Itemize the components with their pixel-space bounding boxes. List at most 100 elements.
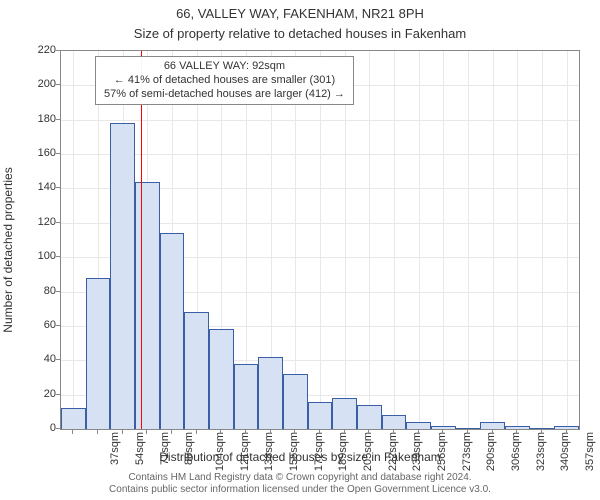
histogram-bar bbox=[234, 364, 259, 429]
histogram-bar bbox=[61, 408, 86, 429]
x-tick-label: 189sqm bbox=[337, 432, 349, 471]
x-tick-label: 273sqm bbox=[461, 432, 473, 471]
x-tick-label: 290sqm bbox=[485, 432, 497, 471]
x-tick-label: 239sqm bbox=[411, 432, 423, 471]
y-tick-mark bbox=[56, 153, 60, 154]
histogram-bar bbox=[209, 329, 234, 429]
x-tick-mark bbox=[393, 430, 394, 434]
y-tick-mark bbox=[56, 50, 60, 51]
x-tick-mark bbox=[171, 430, 172, 434]
x-tick-label: 340sqm bbox=[559, 432, 571, 471]
footer-line: Contains HM Land Registry data © Crown c… bbox=[0, 472, 600, 484]
y-tick-label: 180 bbox=[38, 113, 56, 125]
grid-line bbox=[542, 51, 543, 429]
x-tick-label: 138sqm bbox=[263, 432, 275, 471]
annotation-line: ← 41% of detached houses are smaller (30… bbox=[104, 74, 345, 88]
y-tick-label: 40 bbox=[44, 353, 56, 365]
chart-title-address: 66, VALLEY WAY, FAKENHAM, NR21 8PH bbox=[0, 6, 600, 21]
annotation-line: 57% of semi-detached houses are larger (… bbox=[104, 88, 345, 102]
x-tick-label: 71sqm bbox=[159, 432, 171, 465]
x-tick-label: 306sqm bbox=[510, 432, 522, 471]
y-tick-label: 20 bbox=[44, 388, 56, 400]
y-tick-mark bbox=[56, 359, 60, 360]
chart-title-subtitle: Size of property relative to detached ho… bbox=[0, 26, 600, 41]
x-tick-mark bbox=[245, 430, 246, 434]
y-tick-label: 80 bbox=[44, 285, 56, 297]
x-tick-label: 88sqm bbox=[183, 432, 195, 465]
x-tick-mark bbox=[541, 430, 542, 434]
histogram-bar bbox=[530, 428, 555, 429]
x-tick-mark bbox=[196, 430, 197, 434]
histogram-bar bbox=[456, 428, 481, 429]
grid-line bbox=[567, 51, 568, 429]
chart-footer: Contains HM Land Registry data © Crown c… bbox=[0, 472, 600, 496]
x-tick-mark bbox=[566, 430, 567, 434]
histogram-bar bbox=[554, 426, 579, 429]
x-tick-mark bbox=[220, 430, 221, 434]
x-tick-mark bbox=[492, 430, 493, 434]
histogram-bar bbox=[184, 312, 209, 429]
x-tick-mark bbox=[344, 430, 345, 434]
histogram-chart: 66, VALLEY WAY, FAKENHAM, NR21 8PH Size … bbox=[0, 0, 600, 500]
histogram-bar bbox=[406, 422, 431, 429]
x-tick-label: 104sqm bbox=[214, 432, 226, 471]
x-tick-label: 357sqm bbox=[584, 432, 596, 471]
grid-line bbox=[419, 51, 420, 429]
y-tick-mark bbox=[56, 222, 60, 223]
y-tick-label: 60 bbox=[44, 319, 56, 331]
annotation-line: 66 VALLEY WAY: 92sqm bbox=[104, 60, 345, 74]
y-tick-label: 200 bbox=[38, 78, 56, 90]
histogram-bar bbox=[308, 402, 333, 429]
x-tick-mark bbox=[368, 430, 369, 434]
histogram-bar bbox=[135, 182, 160, 429]
y-tick-label: 100 bbox=[38, 250, 56, 262]
y-tick-label: 120 bbox=[38, 216, 56, 228]
grid-line bbox=[493, 51, 494, 429]
x-tick-label: 121sqm bbox=[239, 432, 251, 471]
histogram-bar bbox=[382, 415, 407, 429]
y-tick-mark bbox=[56, 325, 60, 326]
x-tick-label: 37sqm bbox=[109, 432, 121, 465]
x-tick-label: 155sqm bbox=[288, 432, 300, 471]
y-tick-mark bbox=[56, 394, 60, 395]
grid-line bbox=[443, 51, 444, 429]
grid-line bbox=[517, 51, 518, 429]
histogram-bar bbox=[480, 422, 505, 429]
grid-line bbox=[345, 51, 346, 429]
y-tick-label: 140 bbox=[38, 181, 56, 193]
y-tick-mark bbox=[56, 84, 60, 85]
x-tick-mark bbox=[146, 430, 147, 434]
y-tick-mark bbox=[56, 256, 60, 257]
histogram-bar bbox=[258, 357, 283, 429]
histogram-bar bbox=[283, 374, 308, 429]
x-tick-mark bbox=[516, 430, 517, 434]
x-tick-mark bbox=[467, 430, 468, 434]
grid-line bbox=[320, 51, 321, 429]
histogram-bar bbox=[505, 426, 530, 429]
x-tick-label: 54sqm bbox=[134, 432, 146, 465]
annotation-box: 66 VALLEY WAY: 92sqm← 41% of detached ho… bbox=[95, 56, 354, 105]
y-tick-mark bbox=[56, 119, 60, 120]
y-tick-mark bbox=[56, 428, 60, 429]
x-tick-label: 323sqm bbox=[535, 432, 547, 471]
x-tick-mark bbox=[294, 430, 295, 434]
grid-line bbox=[468, 51, 469, 429]
histogram-bar bbox=[160, 233, 185, 429]
grid-line bbox=[295, 51, 296, 429]
x-tick-label: 205sqm bbox=[362, 432, 374, 471]
x-tick-mark bbox=[418, 430, 419, 434]
x-tick-mark bbox=[270, 430, 271, 434]
x-tick-mark bbox=[442, 430, 443, 434]
x-tick-label: 256sqm bbox=[436, 432, 448, 471]
x-tick-label: 172sqm bbox=[313, 432, 325, 471]
grid-line bbox=[369, 51, 370, 429]
histogram-bar bbox=[357, 405, 382, 429]
plot-area: 66 VALLEY WAY: 92sqm← 41% of detached ho… bbox=[60, 50, 580, 430]
y-tick-label: 220 bbox=[38, 44, 56, 56]
grid-line bbox=[394, 51, 395, 429]
y-tick-mark bbox=[56, 291, 60, 292]
x-tick-mark bbox=[72, 430, 73, 434]
grid-line bbox=[73, 51, 74, 429]
histogram-bar bbox=[431, 426, 456, 429]
footer-line: Contains public sector information licen… bbox=[0, 484, 600, 496]
